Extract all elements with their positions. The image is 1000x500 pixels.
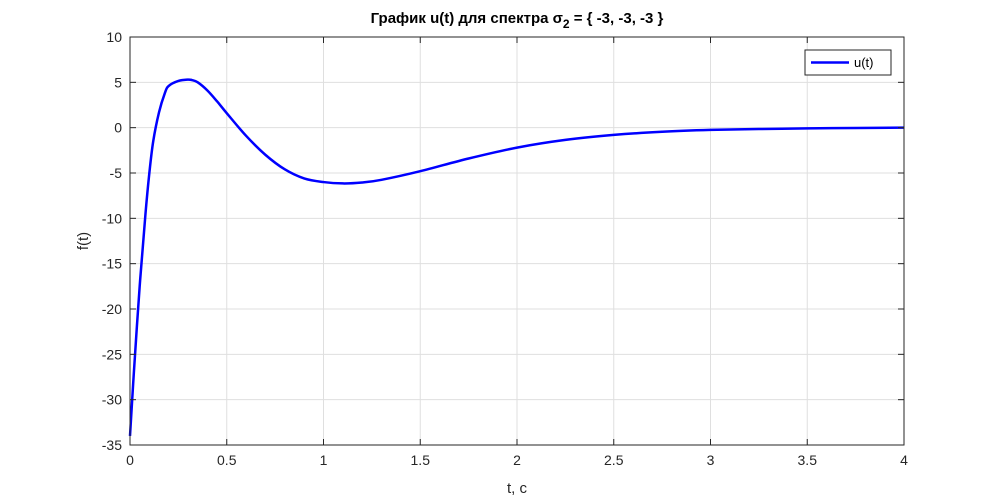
x-tick-label: 2 — [513, 452, 521, 468]
x-axis-label: t, c — [507, 480, 528, 497]
y-tick-label: -25 — [102, 346, 122, 362]
x-tick-label: 0.5 — [217, 452, 237, 468]
x-tick-label: 1 — [320, 452, 328, 468]
legend-label-u: u(t) — [854, 55, 874, 70]
chart-title-prefix: График u(t) для спектра σ — [371, 10, 563, 27]
y-tick-label: -20 — [102, 301, 122, 317]
y-tick-label: 5 — [114, 74, 122, 90]
x-tick-label: 2.5 — [604, 452, 624, 468]
y-tick-label: -35 — [102, 437, 122, 453]
grid — [130, 37, 904, 445]
series-line-u — [128, 78, 905, 437]
legend: u(t) — [804, 49, 892, 76]
y-tick-label: 10 — [106, 29, 122, 45]
series-layer — [128, 78, 905, 437]
y-axis-label: f(t) — [75, 232, 92, 250]
y-tick-label: -30 — [102, 392, 122, 408]
y-tick-label: 0 — [114, 120, 122, 136]
y-tick-label: -15 — [102, 256, 122, 272]
y-tick-label: -5 — [110, 165, 123, 181]
chart-title-suffix: = { -3, -3, -3 } — [570, 10, 664, 27]
ticks: 0 0.5 1 1.5 2 2.5 3 3.5 4 10 5 0 -5 -10 -15 -20 -25 -30 -3… — [102, 29, 908, 468]
x-tick-label: 0 — [126, 452, 134, 468]
chart-title: График u(t) для спектра σ2 = { -3, -3, -… — [371, 10, 664, 31]
chart-title-subscript: 2 — [563, 17, 570, 31]
x-tick-label: 3 — [707, 452, 715, 468]
y-tick-label: -10 — [102, 210, 122, 226]
x-tick-label: 3.5 — [798, 452, 818, 468]
x-tick-label: 4 — [900, 452, 908, 468]
x-tick-label: 1.5 — [411, 452, 431, 468]
